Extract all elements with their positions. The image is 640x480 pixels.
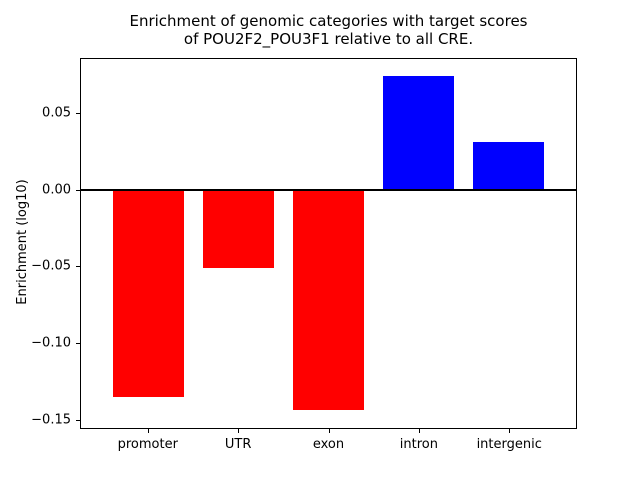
bar-intergenic	[472, 142, 545, 190]
chart-title-line2: of POU2F2_POU3F1 relative to all CRE.	[183, 30, 474, 48]
x-tick-mark	[147, 429, 149, 433]
x-tick-label-UTR: UTR	[224, 437, 252, 452]
y-tick-label: −0.15	[31, 412, 71, 428]
x-tick-label-intron: intron	[399, 437, 438, 452]
plot-area	[80, 58, 577, 429]
x-tick-label-intergenic: intergenic	[476, 437, 542, 452]
y-tick-label: 0.00	[42, 182, 71, 198]
x-tick-label-exon: exon	[312, 437, 345, 452]
y-tick-mark	[76, 113, 80, 115]
y-tick-label: −0.05	[31, 258, 71, 274]
y-tick-mark	[76, 266, 80, 268]
y-tick-mark	[76, 189, 80, 191]
bar-exon	[292, 189, 365, 411]
bar-promoter	[112, 189, 185, 397]
x-axis-ticks: promoter UTR exon intron intergenic	[80, 429, 577, 469]
x-tick-mark	[238, 429, 240, 433]
chart-title: Enrichment of genomic categories with ta…	[80, 12, 577, 48]
y-tick-mark	[76, 343, 80, 345]
y-axis-ticks: 0.05 0.00 −0.05 −0.10 −0.15	[0, 58, 80, 429]
x-tick-mark	[509, 429, 511, 433]
x-tick-label-promoter: promoter	[117, 437, 178, 452]
bar-UTR	[202, 189, 275, 268]
x-tick-mark	[328, 429, 330, 433]
y-tick-label: 0.05	[42, 105, 71, 121]
y-tick-label: −0.10	[31, 335, 71, 351]
y-tick-mark	[76, 419, 80, 421]
zero-line	[81, 188, 576, 191]
chart-title-line1: Enrichment of genomic categories with ta…	[129, 12, 528, 30]
x-tick-mark	[418, 429, 420, 433]
bar-intron	[382, 75, 455, 190]
